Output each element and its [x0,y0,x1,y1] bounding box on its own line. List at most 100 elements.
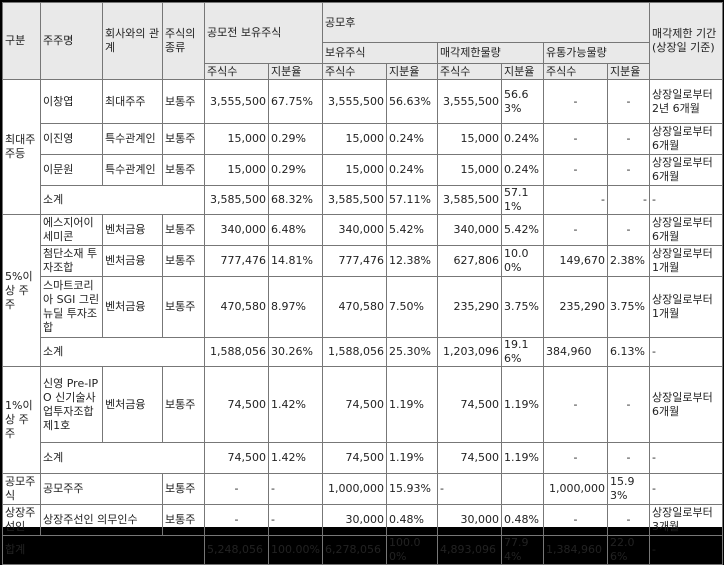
held-shares: 1,000,000 [322,473,387,505]
lockup-period: 상장일로부터 6개월 [649,123,724,155]
stock-type: 보통주 [162,366,205,443]
subtotal-row: 소계 3,585,500 68.32% 3,585,500 57.11% 3,5… [3,185,724,215]
stock-type: 보통주 [162,504,205,536]
pre-ratio: 0.29% [268,123,323,155]
tradable-ratio: - [606,214,651,246]
lockup-period: - [649,442,724,474]
lockup-period: - [649,185,724,215]
pre-ratio: 14.81% [268,245,323,277]
header-ratio: 지분율 [386,63,438,80]
header-shares: 주식수 [543,63,608,80]
pre-ratio: 0.29% [268,154,323,186]
tradable-ratio: - [606,366,651,443]
header-shareholder: 주주명 [40,2,103,80]
header-period: 매각제한 기간 (상장일 기준) [649,2,724,80]
tradable-shares: 1,000,000 [543,473,608,505]
total-row: 합계 5,248,056 100.00% 6,278,056 100.00% 4… [2,535,724,565]
header-relation: 회사와의 관계 [102,2,163,80]
group-label: 공모주식 [2,473,41,505]
restricted-ratio: 57.11% [501,185,544,215]
held-ratio: 1.19% [386,366,438,443]
pre-shares: 3,555,500 [204,79,269,124]
relation: 벤처금융 [102,214,163,246]
tradable-ratio: 6.13% [606,337,651,367]
held-ratio: 15.93% [386,473,438,505]
pre-shares: 74,500 [204,442,269,474]
pre-ratio: 100.00% [268,535,323,565]
header-restricted: 매각제한물량 [437,42,544,64]
shareholder-name: 첨단소재 투자조합 [40,245,103,277]
tradable-shares: - [543,214,608,246]
held-shares: 74,500 [322,366,387,443]
tradable-shares: 235,290 [543,276,608,338]
pre-shares: 15,000 [204,123,269,155]
restricted-ratio: 10.00% [501,245,544,277]
pre-shares: 1,588,056 [204,337,269,367]
restricted-shares: 627,806 [437,245,502,277]
header-ratio: 지분율 [501,63,544,80]
held-ratio: 100.00% [386,535,438,565]
tradable-shares: - [543,79,608,124]
shareholder-name: 이문원 [40,154,103,186]
pre-shares: - [204,473,269,505]
held-shares: 15,000 [322,154,387,186]
shareholder-name: 에스지어이 세미콘 [40,214,103,246]
header-ratio: 지분율 [268,63,323,80]
restricted-ratio: 56.63% [501,79,544,124]
pre-shares: - [204,504,269,536]
lockup-period: - [649,337,724,367]
relation: 특수관계인 [102,123,163,155]
header-pre-ipo: 공모전 보유주식 [204,2,323,64]
subtotal-row: 소계 74,500 1.42% 74,500 1.19% 74,500 1.19… [3,442,724,474]
lockup-period: 상장일로부터 6개월 [649,214,724,246]
relation: 특수관계인 [102,154,163,186]
restricted-shares: 1,203,096 [437,337,502,367]
subtotal-label: 소계 [40,337,205,367]
table-row: 스마트코리아 SGI 그린뉴딜 투자조합 벤처금융 보통주 470,580 8.… [3,276,724,338]
tradable-ratio: - [606,185,651,215]
subtotal-label: 소계 [40,185,205,215]
held-ratio: 12.38% [386,245,438,277]
header-shares: 주식수 [204,63,269,80]
subtotal-row: 소계 1,588,056 30.26% 1,588,056 25.30% 1,2… [3,337,724,367]
restricted-shares: 3,555,500 [437,79,502,124]
lockup-period: 상장일로부터 6개월 [649,154,724,186]
pre-ratio: - [268,473,323,505]
lockup-period: - [649,473,724,505]
tradable-ratio: - [606,442,651,474]
shareholder-name: 이진영 [40,123,103,155]
relation: 벤처금융 [102,366,163,443]
group-label: 상장주선인 [2,504,41,536]
tradable-shares: 1,384,960 [543,535,608,565]
held-shares: 3,555,500 [322,79,387,124]
stock-type: 보통주 [162,276,205,338]
tradable-shares: - [543,154,608,186]
restricted-ratio: 1.19% [501,366,544,443]
pre-shares: 470,580 [204,276,269,338]
tradable-ratio: - [606,123,651,155]
tradable-ratio: - [606,154,651,186]
held-shares: 30,000 [322,504,387,536]
held-shares: 340,000 [322,214,387,246]
pre-shares: 74,500 [204,366,269,443]
header-shares: 주식수 [322,63,387,80]
header-ratio: 지분율 [606,63,651,80]
stock-type: 보통주 [162,214,205,246]
held-ratio: 0.24% [386,123,438,155]
lockup-period: 상장일로부터 1개월 [649,276,724,338]
restricted-ratio: 0.24% [501,123,544,155]
restricted-ratio: 1.19% [501,442,544,474]
restricted-ratio: 19.16% [501,337,544,367]
tradable-ratio: 3.75% [606,276,651,338]
group-label: 최대주주등 [2,79,41,215]
shareholder-name: 스마트코리아 SGI 그린뉴딜 투자조합 [40,276,103,338]
table-row: 이진영 특수관계인 보통주 15,000 0.29% 15,000 0.24% … [3,123,724,155]
held-shares: 1,588,056 [322,337,387,367]
restricted-shares: - [437,473,502,505]
table-row: 5%이상 주주 에스지어이 세미콘 벤처금융 보통주 340,000 6.48%… [2,214,724,367]
held-shares: 15,000 [322,123,387,155]
restricted-ratio: 0.48% [501,504,544,536]
restricted-ratio: 5.42% [501,214,544,246]
lockup-period: - [649,535,724,565]
